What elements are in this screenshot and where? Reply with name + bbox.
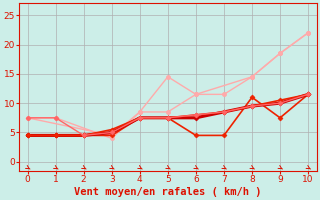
X-axis label: Vent moyen/en rafales ( km/h ): Vent moyen/en rafales ( km/h ) xyxy=(74,187,261,197)
